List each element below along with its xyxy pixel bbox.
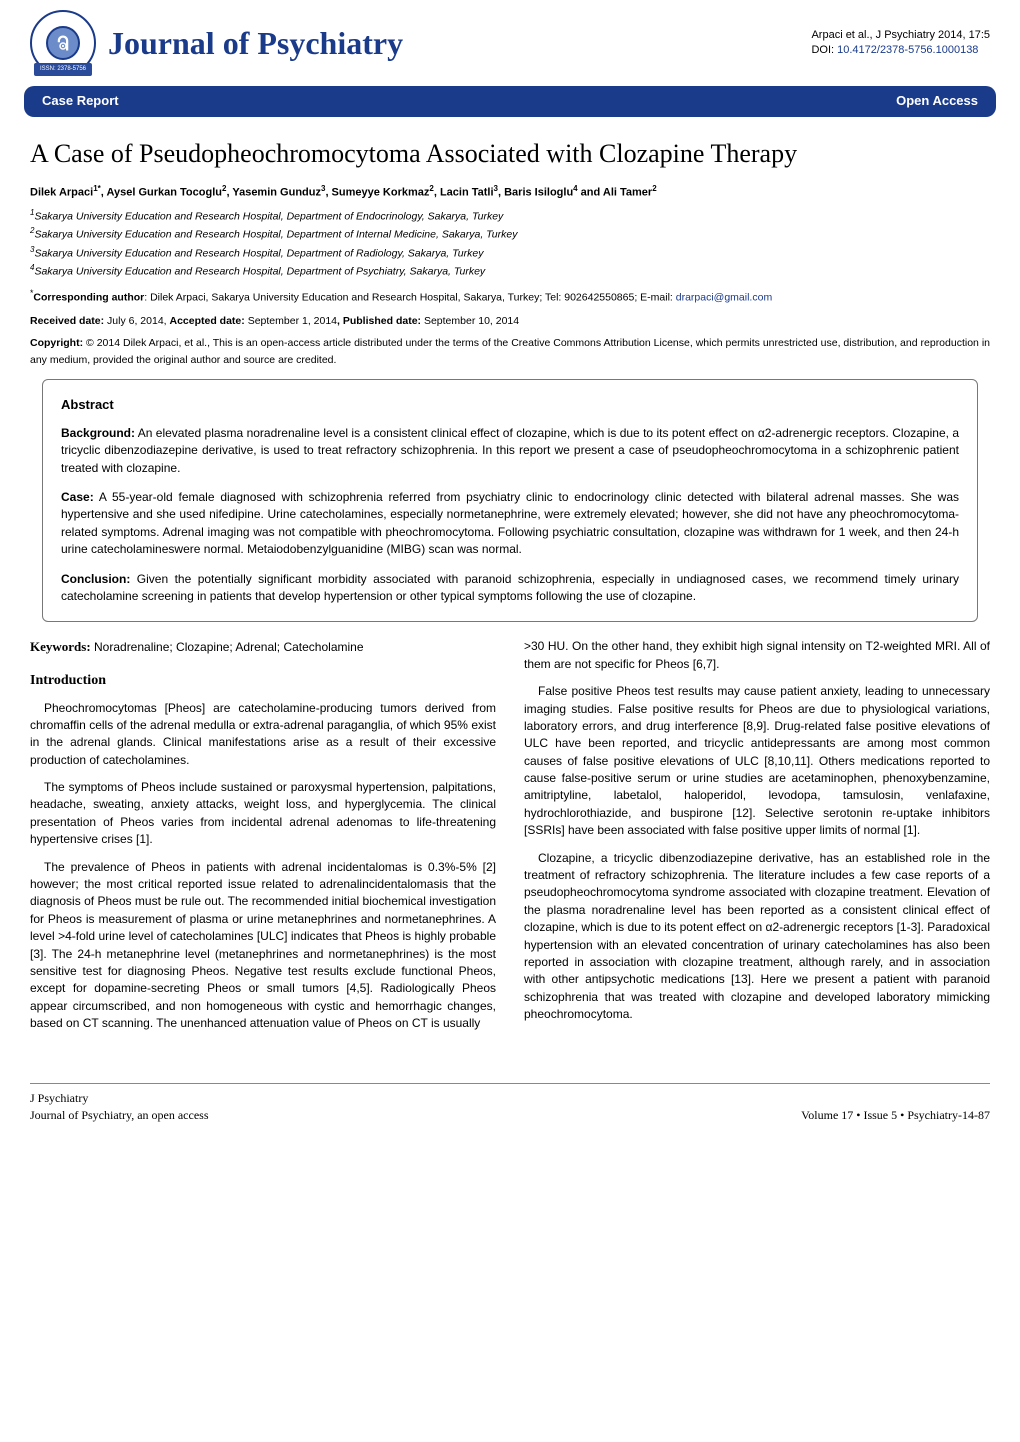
citation-line-2: DOI: 10.4172/2378-5756.1000138	[811, 43, 990, 58]
intro-para-r1: >30 HU. On the other hand, they exhibit …	[524, 638, 990, 673]
article-dates: Received date: July 6, 2014, Accepted da…	[30, 313, 990, 330]
affiliation-1: 1Sakarya University Education and Resear…	[30, 207, 990, 225]
ribbon-right: Open Access	[896, 92, 978, 111]
ribbon-left: Case Report	[42, 92, 119, 111]
body-two-column: Keywords: Noradrenaline; Clozapine; Adre…	[30, 638, 990, 1042]
abstract-heading: Abstract	[61, 396, 959, 415]
keywords-line: Keywords: Noradrenaline; Clozapine; Adre…	[30, 638, 496, 657]
affiliation-4: 4Sakarya University Education and Resear…	[30, 262, 990, 280]
corresponding-email-link[interactable]: drarpaci@gmail.com	[676, 292, 772, 304]
authors-line: Dilek Arpaci1*, Aysel Gurkan Tocoglu2, Y…	[30, 183, 990, 202]
keywords-text: Noradrenaline; Clozapine; Adrenal; Catec…	[91, 640, 364, 654]
corresponding-label: Corresponding author	[33, 292, 144, 304]
affiliation-3: 3Sakarya University Education and Resear…	[30, 244, 990, 262]
citation-line-1: Arpaci et al., J Psychiatry 2014, 17:5	[811, 28, 990, 43]
journal-title: Journal of Psychiatry	[108, 20, 403, 66]
footer-journal-full: Journal of Psychiatry, an open access	[30, 1107, 209, 1124]
logo-wrap: ISSN: 2378-5756 Journal of Psychiatry	[30, 10, 403, 76]
keywords-label: Keywords:	[30, 639, 91, 654]
masthead: ISSN: 2378-5756 Journal of Psychiatry Ar…	[0, 0, 1020, 80]
logo-inner	[46, 26, 80, 60]
corresponding-author: *Corresponding author: Dilek Arpaci, Sak…	[30, 286, 990, 306]
intro-para-l3: The prevalence of Pheos in patients with…	[30, 859, 496, 1033]
affiliations: 1Sakarya University Education and Resear…	[30, 207, 990, 280]
open-access-icon	[54, 34, 72, 52]
citation-block: Arpaci et al., J Psychiatry 2014, 17:5 D…	[811, 28, 990, 59]
intro-para-r2: False positive Pheos test results may ca…	[524, 683, 990, 840]
abstract-background: Background: An elevated plasma noradrena…	[61, 425, 959, 477]
issn-tag: ISSN: 2378-5756	[34, 63, 92, 76]
journal-logo: ISSN: 2378-5756	[30, 10, 96, 76]
intro-para-l2: The symptoms of Pheos include sustained …	[30, 779, 496, 849]
intro-para-r3: Clozapine, a tricyclic dibenzodiazepine …	[524, 850, 990, 1024]
abstract-box: Abstract Background: An elevated plasma …	[42, 379, 978, 622]
footer-left: J Psychiatry Journal of Psychiatry, an o…	[30, 1090, 209, 1125]
paper-title: A Case of Pseudopheochromocytoma Associa…	[30, 135, 990, 173]
article-type-ribbon: Case Report Open Access	[24, 86, 996, 117]
right-column: >30 HU. On the other hand, they exhibit …	[524, 638, 990, 1042]
page-footer: J Psychiatry Journal of Psychiatry, an o…	[30, 1090, 990, 1125]
corresponding-text: : Dilek Arpaci, Sakarya University Educa…	[144, 292, 676, 304]
affiliation-2: 2Sakarya University Education and Resear…	[30, 225, 990, 243]
intro-para-l1: Pheochromocytomas [Pheos] are catecholam…	[30, 700, 496, 770]
footer-rule	[30, 1083, 990, 1084]
abstract-case: Case: A 55-year-old female diagnosed wit…	[61, 489, 959, 559]
doi-link[interactable]: 10.4172/2378-5756.1000138	[837, 44, 978, 56]
abstract-conclusion: Conclusion: Given the potentially signif…	[61, 571, 959, 606]
left-column: Keywords: Noradrenaline; Clozapine; Adre…	[30, 638, 496, 1042]
doi-label: DOI:	[811, 44, 837, 56]
footer-right: Volume 17 • Issue 5 • Psychiatry-14-87	[801, 1107, 990, 1124]
introduction-heading: Introduction	[30, 671, 496, 691]
copyright-notice: Copyright: © 2014 Dilek Arpaci, et al., …	[30, 335, 990, 369]
footer-journal-abbrev: J Psychiatry	[30, 1090, 209, 1107]
